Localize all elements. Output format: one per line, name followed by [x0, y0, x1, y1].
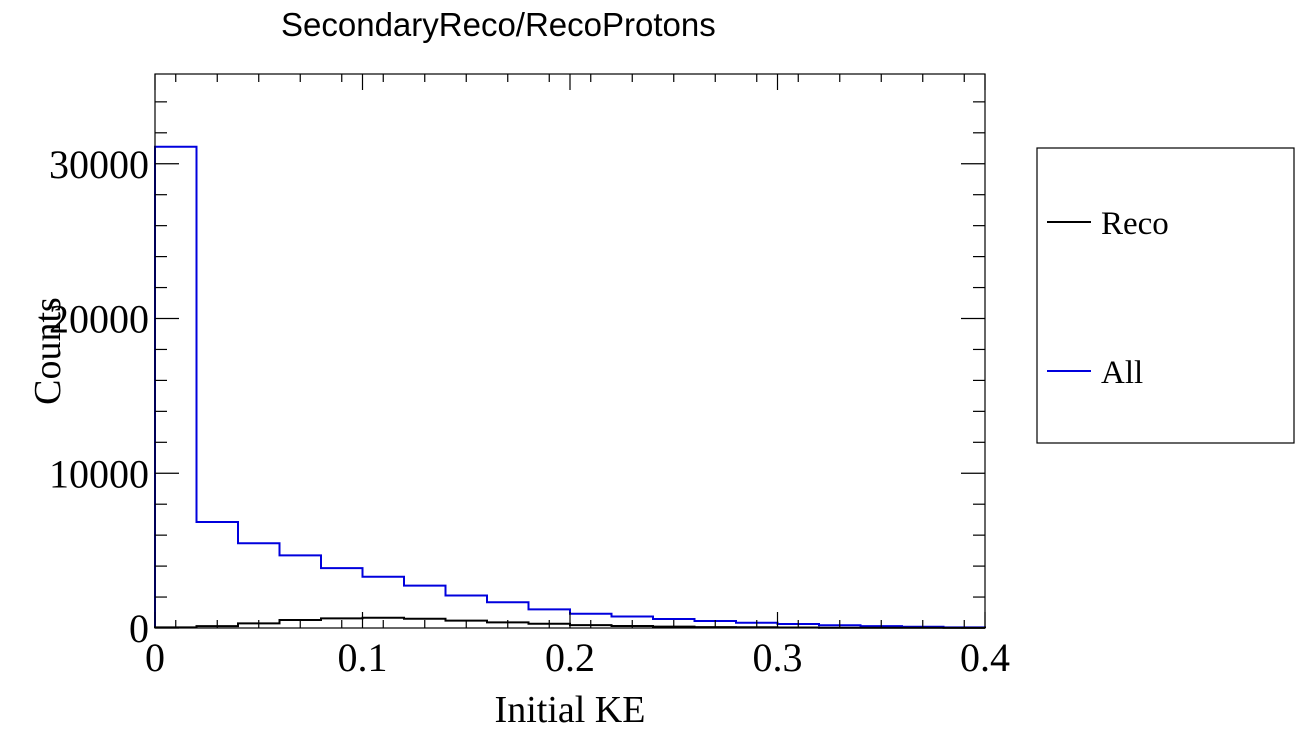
y-axis-label: Counts	[27, 297, 69, 405]
series-all-line	[154, 145, 986, 629]
y-tick-label: 30000	[49, 142, 149, 187]
legend-label-all: All	[1101, 355, 1143, 391]
x-tick-label: 0.2	[545, 635, 595, 680]
legend-label-reco: Reco	[1101, 206, 1169, 242]
x-tick-label: 0	[145, 635, 165, 680]
y-tick-label: 0	[129, 606, 149, 651]
x-tick-label: 0.1	[338, 635, 388, 680]
series-layer	[154, 145, 986, 629]
legend-box	[1036, 147, 1295, 444]
x-tick-label: 0.3	[753, 635, 803, 680]
chart-title: SecondaryReco/RecoProtons	[281, 6, 716, 43]
ticks-layer: 0 0.1 0.2 0.3 0.4 0 10000 20000 30000	[49, 74, 1010, 680]
y-tick-label: 20000	[49, 297, 149, 342]
x-tick-label: 0.4	[960, 635, 1010, 680]
y-tick-label: 10000	[49, 451, 149, 496]
x-axis-label: Initial KE	[495, 689, 646, 731]
legend: Reco All	[1036, 147, 1295, 444]
